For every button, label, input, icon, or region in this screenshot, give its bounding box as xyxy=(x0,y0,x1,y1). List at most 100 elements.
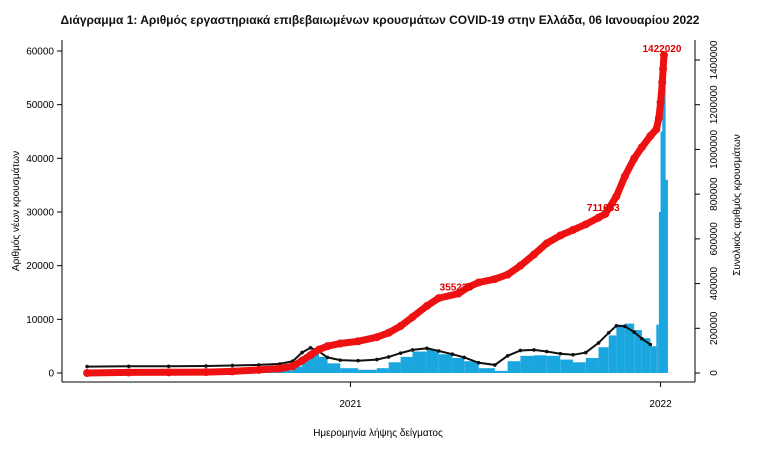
annotation-label: 1422020 xyxy=(642,44,681,55)
cumulative-point xyxy=(275,364,284,373)
chart-title: Διάγραμμα 1: Αριθμός εργαστηριακά επιβεβ… xyxy=(61,13,700,27)
daily-bar xyxy=(598,347,609,373)
daily-bar xyxy=(641,338,651,373)
cumulative-series xyxy=(83,51,668,377)
annotation-label: 355226 xyxy=(440,283,474,294)
cumulative-point xyxy=(581,220,590,229)
moving-average-point xyxy=(398,351,403,355)
x-tick-label: 2022 xyxy=(649,399,672,410)
y-tick-label: 60000 xyxy=(26,47,54,58)
cumulative-point xyxy=(620,172,629,181)
daily-bar xyxy=(478,368,495,373)
moving-average-point xyxy=(375,357,379,362)
daily-bar xyxy=(533,355,547,373)
cumulative-point xyxy=(503,270,512,279)
cumulative-point xyxy=(658,78,667,87)
cumulative-point xyxy=(408,313,417,322)
cumulative-point xyxy=(529,250,538,259)
daily-bar xyxy=(388,362,401,373)
daily-bar xyxy=(658,212,662,373)
moving-average-point xyxy=(386,355,391,359)
cumulative-point xyxy=(354,337,363,346)
moving-average-point xyxy=(596,341,601,345)
moving-average-point xyxy=(204,364,208,368)
cumulative-point xyxy=(306,351,315,360)
cumulative-point xyxy=(336,339,345,348)
cumulative-point xyxy=(384,328,393,337)
cumulative-line xyxy=(83,51,668,377)
daily-bar xyxy=(319,356,328,373)
daily-bar xyxy=(560,359,574,373)
cumulative-point xyxy=(228,367,237,376)
cumulative-point xyxy=(569,225,578,234)
y-tick-label: 50000 xyxy=(26,100,54,111)
moving-average-series xyxy=(85,323,653,369)
moving-average-point xyxy=(308,345,313,350)
daily-bar xyxy=(573,362,586,373)
daily-bar xyxy=(327,363,341,373)
daily-bar xyxy=(494,370,508,373)
moving-average-point xyxy=(338,358,343,362)
cumulative-point xyxy=(124,368,133,377)
cumulative-point xyxy=(556,231,565,240)
x-tick-label: 2021 xyxy=(339,399,362,410)
cumulative-point xyxy=(659,51,668,60)
y-tick-label: 20000 xyxy=(26,261,54,272)
moving-average-point xyxy=(450,352,455,357)
cumulative-point xyxy=(422,301,431,310)
daily-bar xyxy=(663,179,668,373)
moving-average-point xyxy=(325,355,330,360)
cumulative-point xyxy=(612,192,621,201)
y-axis-title-right: Συνολικός αριθμός κρουσμάτων xyxy=(731,134,743,276)
cumulative-point xyxy=(372,333,381,342)
cumulative-point xyxy=(164,368,173,377)
cumulative-point xyxy=(516,261,525,270)
cumulative-point xyxy=(298,356,307,365)
cumulative-annotations: 355226 711653 1422020 xyxy=(440,44,682,294)
daily-bar xyxy=(292,366,303,373)
cumulative-point xyxy=(630,154,639,163)
moving-average-point xyxy=(518,348,523,353)
y-tick-label: 30000 xyxy=(26,208,54,219)
daily-cases-bars xyxy=(128,77,668,374)
y2-tick-label: 1200000 xyxy=(709,85,720,124)
cumulative-point xyxy=(396,322,405,331)
moving-average-point xyxy=(632,330,637,335)
moving-average-point xyxy=(230,363,235,368)
daily-bar xyxy=(279,370,293,373)
y2-tick-label: 0 xyxy=(709,370,720,376)
cumulative-point xyxy=(654,114,663,123)
y2-tick-label: 600000 xyxy=(709,222,720,256)
cumulative-point xyxy=(434,294,443,303)
daily-bar xyxy=(650,346,657,373)
y2-tick-label: 800000 xyxy=(709,177,720,211)
x-axis-title: Ημερομηνία λήψης δείγματος xyxy=(313,427,443,439)
moving-average-point xyxy=(437,349,441,353)
y-tick-label: 40000 xyxy=(26,154,54,165)
moving-average-point xyxy=(356,358,360,363)
cumulative-point xyxy=(659,64,668,73)
moving-average-point xyxy=(606,330,611,335)
moving-average-point xyxy=(493,363,497,367)
moving-average-point xyxy=(614,323,619,328)
y2-tick-label: 400000 xyxy=(709,266,720,300)
daily-bar xyxy=(340,368,359,373)
daily-bar xyxy=(376,368,389,373)
cumulative-point xyxy=(202,368,211,377)
y-axis-ticks-left: 0 10000 20000 30000 40000 50000 60000 xyxy=(26,47,62,380)
daily-bar xyxy=(546,355,561,373)
cumulative-point xyxy=(254,365,263,374)
daily-bar xyxy=(464,361,479,373)
moving-average-point xyxy=(256,363,261,367)
moving-average-point xyxy=(640,336,644,341)
daily-bar xyxy=(302,356,311,373)
daily-bar xyxy=(438,354,453,373)
daily-bar xyxy=(358,369,377,373)
moving-average-point xyxy=(583,350,588,355)
daily-bar xyxy=(426,349,439,373)
moving-average-point xyxy=(505,354,510,358)
cumulative-point xyxy=(601,209,610,218)
daily-bar xyxy=(400,356,413,373)
cumulative-point xyxy=(474,278,483,287)
